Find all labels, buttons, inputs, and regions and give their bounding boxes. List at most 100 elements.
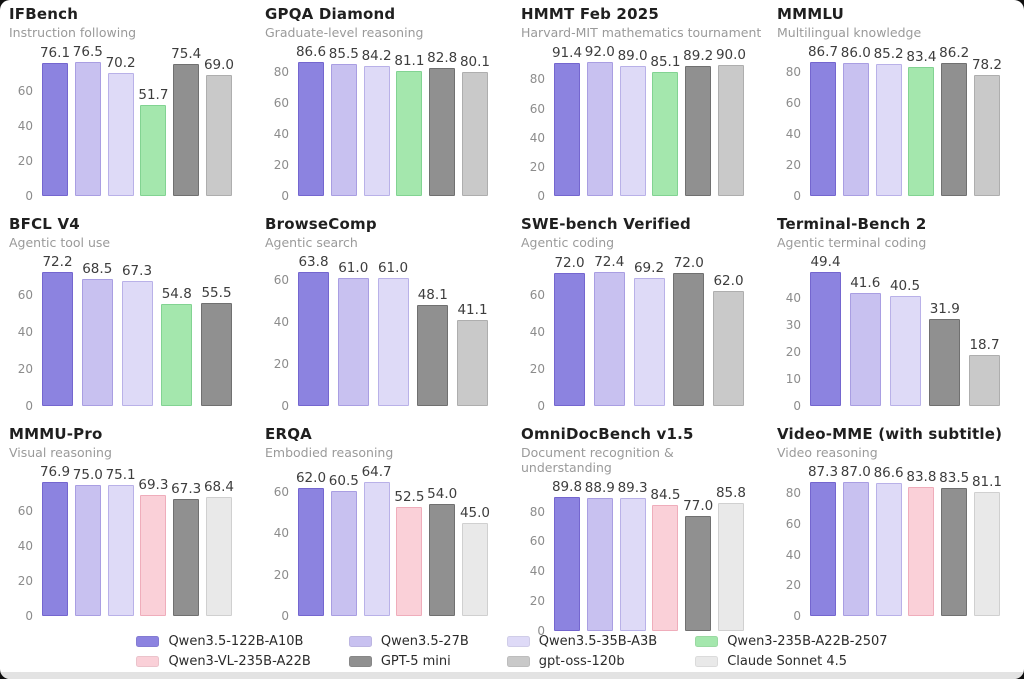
- plot-area: 0 20 40 60 63.8 61.0 61.0 48.1 41.1: [265, 254, 512, 413]
- chart-title: MMMU-Pro: [9, 425, 103, 443]
- y-tick-label: 40: [17, 118, 33, 133]
- y-tick-label: 80: [529, 504, 545, 519]
- bar-q122b: 72.2: [42, 254, 73, 406]
- legend-item-q35b: Qwen3.5-35B-A3B: [506, 634, 657, 649]
- y-axis-ticks: 0 20 40 60 80: [521, 62, 547, 203]
- legend-item-gpt5mini: GPT-5 mini: [348, 654, 469, 669]
- bar-q35b: 67.3: [121, 263, 153, 406]
- y-tick-label: 0: [281, 399, 289, 413]
- bar-qvl: 83.8: [906, 469, 936, 616]
- bar-q27b: 72.4: [593, 254, 625, 406]
- y-tick-label: 0: [281, 189, 289, 203]
- bar-value-label: 89.2: [683, 48, 714, 64]
- legend-grid: Qwen3.5-122B-A10B Qwen3.5-27B Qwen3.5-35B-…: [136, 633, 888, 669]
- y-axis-ticks: 0 20 40 60: [265, 272, 291, 413]
- bar-q2507: 54.8: [161, 286, 193, 406]
- y-tick-label: 0: [25, 189, 33, 203]
- y-axis-ticks: 0 20 40 60: [9, 62, 35, 203]
- bar-gpt5mini: 83.5: [939, 470, 969, 616]
- bar-q2507: 85.1: [650, 54, 680, 196]
- bar-q122b: 89.8: [552, 479, 582, 631]
- legend-swatch-claude: [695, 655, 719, 667]
- chart-subtitle: Embodied reasoning: [265, 445, 394, 460]
- bar-value-label: 69.2: [633, 260, 665, 276]
- chart-subtitle: Agentic search: [265, 235, 358, 250]
- bar-value-label: 61.0: [338, 260, 369, 276]
- bar-value-label: 85.1: [650, 54, 681, 70]
- bar-q35b: 70.2: [106, 55, 136, 196]
- bar-gpt5mini: 75.4: [171, 46, 201, 196]
- bar-value-label: 64.7: [361, 464, 392, 480]
- y-tick-label: 0: [537, 189, 545, 203]
- legend-swatch-qvl: [136, 655, 160, 667]
- y-tick-label: 0: [793, 399, 801, 413]
- bar-value-label: 45.0: [459, 505, 491, 521]
- chart-subtitle: Graduate-level reasoning: [265, 25, 424, 40]
- bar-gptoss: 18.7: [969, 337, 1000, 406]
- plot-area: 0 20 40 60 80 86.6 85.5 84.2 81.1 82.8 80.1: [265, 44, 512, 203]
- y-tick-label: 30: [785, 317, 801, 332]
- bar-gptoss: 41.1: [457, 302, 488, 406]
- bar-value-label: 55.5: [201, 285, 232, 301]
- y-tick-label: 20: [785, 344, 801, 359]
- bar-q35b: 89.3: [618, 480, 648, 631]
- bar-value-label: 87.3: [807, 464, 839, 480]
- y-tick-label: 40: [273, 127, 289, 142]
- plot-area: 0 20 40 60 80 91.4 92.0 89.0 85.1 89.2 90.0: [521, 44, 768, 203]
- legend-label: Qwen3.5-122B-A10B: [168, 633, 304, 649]
- bars-group: 87.3 87.0 86.6 83.8 83.5 81.1: [808, 464, 1002, 616]
- bar-value-label: 40.5: [889, 278, 921, 294]
- bar-value-label: 67.3: [171, 481, 202, 497]
- chart-subtitle: Visual reasoning: [9, 445, 112, 460]
- chart-title: IFBench: [9, 5, 79, 23]
- bar-value-label: 81.1: [971, 474, 1003, 490]
- y-tick-label: 60: [529, 287, 545, 302]
- chart-title: HMMT Feb 2025: [521, 5, 659, 23]
- bar-value-label: 84.2: [361, 48, 392, 64]
- bar-gpt5mini: 55.5: [201, 285, 232, 406]
- bars-group: 76.9 75.0 75.1 69.3 67.3 68.4: [40, 464, 234, 616]
- bar-value-label: 75.4: [171, 46, 202, 62]
- legend-item-claude: Claude Sonnet 4.5: [695, 654, 887, 669]
- bar-value-label: 82.8: [427, 50, 458, 66]
- y-tick-label: 20: [273, 567, 289, 582]
- bar-value-label: 61.0: [377, 260, 409, 276]
- y-axis-ticks: 0 10 20 30 40: [777, 272, 803, 414]
- bar-value-label: 76.9: [39, 464, 71, 480]
- bar-value-label: 88.9: [584, 480, 615, 496]
- y-tick-label: 20: [529, 159, 545, 174]
- bar-value-label: 62.0: [713, 273, 744, 289]
- bar-value-label: 72.2: [42, 254, 73, 270]
- y-tick-label: 40: [273, 315, 289, 329]
- y-tick-label: 40: [529, 564, 545, 579]
- legend-swatch-q35b: [506, 635, 530, 647]
- y-tick-label: 0: [537, 624, 545, 638]
- legend-label: Qwen3-235B-A22B-2507: [727, 633, 888, 649]
- chart-mmmlu: MMMLU Multilingual knowledge 0 20 40 60 80 86.7…: [768, 0, 1024, 210]
- bar-q35b: 84.2: [362, 48, 392, 196]
- y-tick-label: 40: [785, 127, 801, 142]
- bar-value-label: 75.1: [105, 467, 136, 483]
- bar-value-label: 85.8: [715, 485, 747, 501]
- chart-title: BFCL V4: [9, 215, 80, 233]
- bar-value-label: 72.4: [594, 254, 625, 270]
- bar-gptoss: 62.0: [713, 273, 744, 406]
- y-tick-label: 60: [273, 96, 289, 111]
- bar-gpt5mini: 31.9: [929, 301, 961, 406]
- bar-value-label: 89.3: [617, 480, 648, 496]
- bar-q35b: 75.1: [106, 467, 136, 616]
- legend-swatch-q2507: [695, 635, 719, 647]
- y-tick-label: 0: [25, 399, 33, 413]
- bar-value-label: 81.1: [394, 53, 425, 69]
- chart-subtitle: Instruction following: [9, 25, 137, 40]
- chart-browsecomp: BrowseComp Agentic search 0 20 40 60 63.8 61.0 6…: [256, 210, 512, 420]
- y-tick-label: 10: [785, 371, 801, 386]
- bars-group: 91.4 92.0 89.0 85.1 89.2 90.0: [552, 44, 746, 196]
- y-tick-label: 40: [529, 130, 545, 145]
- y-tick-label: 80: [273, 65, 289, 80]
- bar-value-label: 86.2: [939, 45, 970, 61]
- plot-area: 0 20 40 60 76.9 75.0 75.1 69.3 67.3 68.4: [9, 464, 256, 623]
- chart-title: MMMLU: [777, 5, 844, 23]
- bar-value-label: 76.5: [72, 44, 103, 60]
